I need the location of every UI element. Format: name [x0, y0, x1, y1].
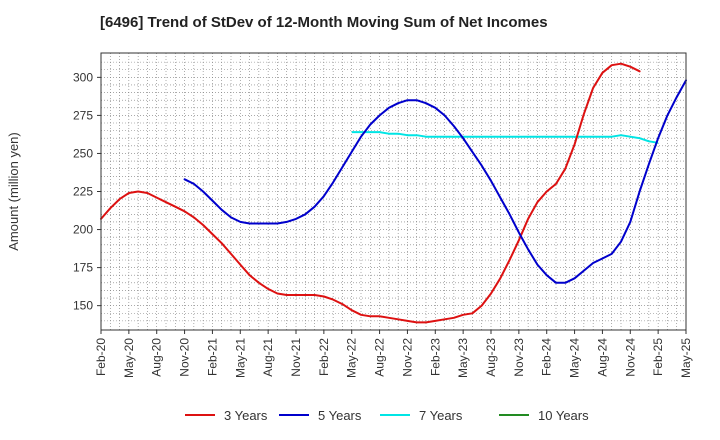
y-tick-label: 300 [73, 70, 93, 84]
x-tick-label: May-24 [568, 338, 582, 378]
x-tick-label: Aug-23 [484, 338, 498, 377]
legend-label: 10 Years [538, 408, 589, 423]
legend-label: 7 Years [419, 408, 463, 423]
y-axis-ticks: 150 175 200 225 250 275 300 [73, 70, 101, 313]
x-tick-label: Feb-22 [317, 338, 331, 376]
x-tick-label: May-21 [233, 338, 247, 378]
x-tick-label: Aug-20 [150, 338, 164, 377]
legend-label: 5 Years [318, 408, 362, 423]
y-tick-label: 175 [73, 261, 93, 275]
x-tick-label: Nov-24 [623, 338, 637, 377]
x-tick-label: May-20 [122, 338, 136, 378]
x-tick-label: Nov-21 [289, 338, 303, 377]
x-tick-label: Aug-24 [595, 338, 609, 377]
series-lines [100, 62, 687, 324]
series-line-1 [100, 62, 641, 324]
y-tick-label: 150 [73, 299, 93, 313]
x-tick-label: Feb-24 [540, 338, 554, 376]
series-line-2 [183, 79, 687, 284]
y-tick-label: 200 [73, 223, 93, 237]
x-tick-label: Feb-21 [205, 338, 219, 376]
chart-title: [6496] Trend of StDev of 12-Month Moving… [100, 14, 548, 31]
x-tick-label: Aug-22 [373, 338, 387, 377]
x-tick-label: Feb-23 [428, 338, 442, 376]
x-axis-ticks: Feb-20 May-20 Aug-20 Nov-20 Feb-21 May-21 Aug-… [94, 330, 693, 378]
legend: 3 Years 5 Years 7 Years 10 Years [185, 408, 589, 423]
x-tick-label: May-23 [456, 338, 470, 378]
x-tick-label: May-25 [679, 338, 693, 378]
legend-label: 3 Years [224, 408, 268, 423]
x-tick-label: Nov-23 [512, 338, 526, 377]
series-line-3 [351, 131, 659, 144]
y-tick-label: 250 [73, 146, 93, 160]
x-tick-label: Nov-20 [178, 338, 192, 377]
x-tick-label: May-22 [345, 338, 359, 378]
x-tick-label: Feb-25 [651, 338, 665, 376]
y-tick-label: 225 [73, 185, 93, 199]
y-tick-label: 275 [73, 108, 93, 122]
grid [100, 53, 687, 330]
x-tick-label: Nov-22 [400, 338, 414, 377]
y-axis-title: Amount (million yen) [6, 132, 21, 251]
x-tick-label: Feb-20 [94, 338, 108, 376]
x-tick-label: Aug-21 [261, 338, 275, 377]
